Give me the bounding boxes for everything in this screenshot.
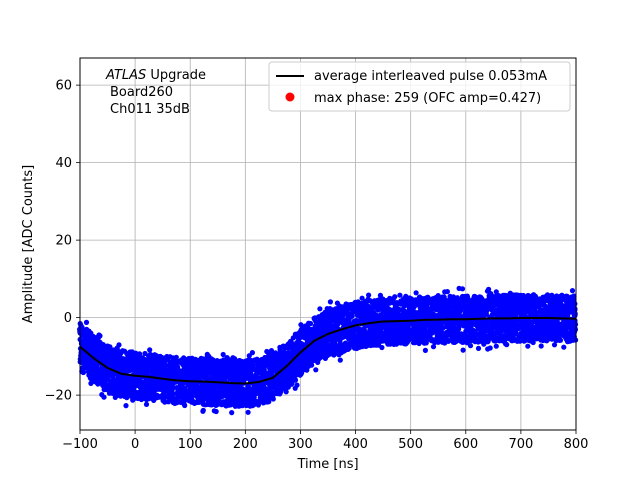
sample-point (366, 292, 372, 298)
sample-point (100, 342, 106, 349)
sample-point (538, 343, 544, 349)
sample-point (441, 294, 447, 300)
sample-point (397, 292, 403, 298)
sample-point (510, 335, 516, 341)
sample-point (249, 350, 255, 356)
sample-point (213, 408, 219, 415)
sample-point (460, 347, 466, 353)
sample-point (525, 343, 531, 349)
sample-point (392, 294, 398, 300)
sample-point (379, 344, 385, 351)
sample-point (413, 290, 419, 296)
sample-point (483, 311, 489, 317)
sample-point (116, 342, 122, 348)
sample-point (486, 286, 492, 292)
sample-point (266, 399, 272, 405)
sample-point (83, 319, 90, 325)
sample-point (80, 369, 86, 376)
sample-point (349, 313, 355, 319)
sample-point (467, 343, 474, 349)
sample-point (270, 396, 276, 402)
sample-point (530, 339, 536, 346)
sample-point (245, 409, 251, 415)
sample-point (359, 295, 365, 301)
sample-point (435, 293, 441, 299)
sample-point (137, 351, 143, 357)
sample-point (317, 306, 323, 312)
sample-point (143, 401, 150, 407)
sample-point (459, 286, 466, 292)
sample-point (422, 347, 428, 353)
sample-point (200, 407, 206, 413)
sample-point (436, 338, 442, 344)
sample-point (294, 382, 300, 388)
sample-point (453, 338, 459, 344)
sample-point (307, 320, 314, 327)
sample-point (229, 410, 235, 416)
sample-point (182, 402, 188, 409)
sample-point (493, 343, 499, 349)
sample-point (504, 342, 510, 348)
sample-point (97, 333, 103, 339)
sample-point (513, 331, 519, 337)
sample-point (173, 354, 179, 360)
sample-point (475, 345, 482, 351)
sample-point (101, 394, 107, 400)
sample-point (430, 344, 437, 350)
sample-point (147, 347, 153, 353)
sample-points (77, 285, 579, 416)
sample-point (456, 326, 462, 332)
sample-point (446, 338, 452, 344)
sample-point (487, 345, 493, 351)
sample-point (292, 377, 299, 383)
sample-point (123, 403, 129, 409)
sample-point (220, 351, 226, 358)
sample-point (327, 299, 333, 305)
sample-point (444, 289, 450, 295)
sample-point (313, 367, 319, 373)
sample-point (337, 357, 343, 363)
sample-point (394, 300, 400, 306)
